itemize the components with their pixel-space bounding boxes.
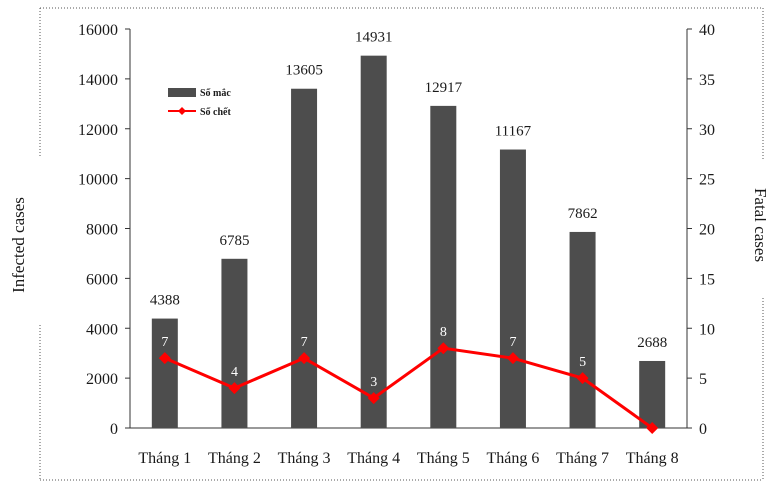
- bar-series-infected: 4388 6785 13605 14931 12917 11167 7862 2688: [150, 30, 667, 428]
- bar-value-label: 11167: [495, 124, 532, 140]
- line-point: [158, 352, 171, 365]
- right-tick-label: 5: [699, 371, 707, 388]
- right-axis: 0 5 10 15 20 25 30 35 40: [687, 22, 715, 438]
- bar-value-label: 14931: [355, 30, 393, 46]
- line-value-label: 5: [579, 355, 586, 370]
- line-point: [437, 342, 450, 355]
- bar-value-label: 12917: [425, 80, 463, 96]
- left-tick-label: 2000: [86, 371, 118, 388]
- right-axis-title: Fatal cases: [751, 188, 766, 262]
- legend: Số mắc Số chết: [168, 88, 232, 118]
- bar: [291, 88, 318, 428]
- legend-label-line: Số chết: [200, 107, 232, 118]
- line-value-label: 3: [370, 375, 377, 390]
- bar-value-label: 6785: [219, 233, 249, 249]
- left-tick-label: 8000: [86, 222, 118, 239]
- legend-bar-swatch: [168, 88, 196, 97]
- bar-value-label: 2688: [637, 335, 667, 351]
- bar-value-label: 7862: [568, 206, 598, 222]
- left-axis-title: Infected cases: [9, 197, 28, 293]
- right-tick-label: 10: [699, 321, 715, 338]
- bar-value-label: 13605: [285, 63, 323, 79]
- left-tick-label: 4000: [86, 321, 118, 338]
- line-value-label: 4: [231, 365, 238, 380]
- category-label: Tháng 2: [208, 450, 261, 467]
- bar: [499, 149, 526, 428]
- legend-line-marker: [178, 107, 186, 115]
- bar: [221, 258, 248, 428]
- line-point: [367, 392, 380, 405]
- left-tick-label: 10000: [78, 172, 118, 189]
- right-tick-label: 25: [699, 172, 715, 189]
- bar: [569, 231, 596, 428]
- category-axis: Tháng 1 Tháng 2 Tháng 3 Tháng 4 Tháng 5 Tháng…: [138, 450, 678, 467]
- category-label: Tháng 1: [138, 450, 191, 467]
- legend-label-bar: Số mắc: [200, 88, 231, 99]
- category-label: Tháng 4: [347, 450, 400, 467]
- right-tick-label: 30: [699, 122, 715, 139]
- line-point: [298, 352, 311, 365]
- right-tick-label: 20: [699, 222, 715, 239]
- left-tick-label: 0: [110, 421, 118, 438]
- left-axis: 0 2000 4000 6000 8000 10000 12000 14000 16000: [78, 22, 130, 438]
- left-tick-label: 6000: [86, 271, 118, 288]
- line-point: [228, 382, 241, 395]
- line-point: [506, 352, 519, 365]
- bar: [430, 105, 457, 428]
- category-label: Tháng 6: [487, 450, 540, 467]
- right-tick-label: 15: [699, 271, 715, 288]
- line-value-label: 7: [301, 335, 308, 350]
- category-label: Tháng 7: [556, 450, 609, 467]
- line-series-fatal: 7 4 7 3 8 7 5: [158, 325, 659, 434]
- left-tick-label: 12000: [78, 122, 118, 139]
- bar: [151, 318, 178, 428]
- left-tick-label: 16000: [78, 22, 118, 39]
- line-point: [646, 422, 659, 434]
- category-label: Tháng 5: [417, 450, 470, 467]
- bar: [360, 55, 387, 428]
- bar-value-label: 4388: [150, 293, 180, 309]
- line-value-label: 7: [161, 335, 168, 350]
- category-label: Tháng 8: [626, 450, 679, 467]
- line-value-label: 8: [440, 325, 447, 340]
- line-path: [164, 346, 654, 430]
- right-tick-label: 40: [699, 22, 715, 39]
- right-tick-label: 35: [699, 72, 715, 89]
- category-label: Tháng 3: [278, 450, 331, 467]
- line-point: [576, 372, 589, 385]
- line-value-label: 7: [509, 335, 516, 350]
- bar: [639, 360, 666, 428]
- left-tick-label: 14000: [78, 72, 118, 89]
- right-tick-label: 0: [699, 421, 707, 438]
